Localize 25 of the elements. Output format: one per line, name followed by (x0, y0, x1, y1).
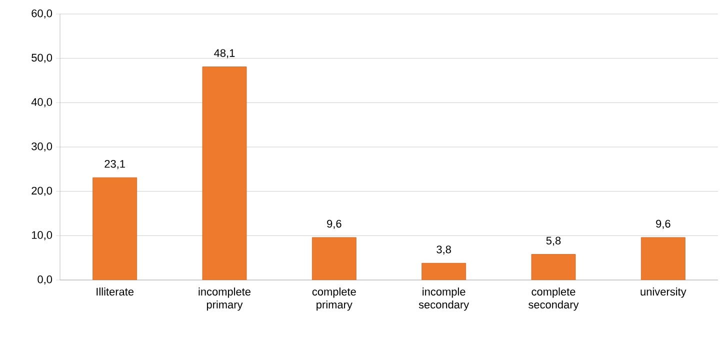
y-tick-label: 30,0 (32, 142, 52, 152)
x-tick-label: complete primary (312, 288, 356, 311)
data-label: 23,1 (104, 160, 125, 170)
bar (531, 254, 576, 280)
y-tick-label: 10,0 (32, 231, 52, 240)
data-label: 9,6 (656, 220, 670, 229)
bar (640, 237, 686, 280)
y-tick-label: 50,0 (32, 54, 52, 63)
data-label: 9,6 (327, 220, 342, 229)
bar (92, 177, 138, 280)
bar (202, 66, 247, 280)
x-tick-label: Illiterate (96, 288, 134, 296)
bar (422, 262, 466, 280)
data-label: 5,8 (546, 236, 561, 246)
y-tick-label: 20,0 (32, 186, 52, 196)
x-tick-label: complete secondary (528, 288, 579, 311)
y-tick-label: 60,0 (32, 9, 52, 19)
bar (312, 237, 356, 280)
data-label: 48,1 (214, 49, 235, 58)
x-tick-label: incomple secondary (418, 288, 470, 311)
data-label: 3,8 (436, 246, 451, 255)
y-tick-label: 0,0 (38, 275, 52, 285)
x-tick-label: incomplete primary (198, 288, 251, 311)
x-tick-label: university (640, 288, 686, 298)
y-tick-label: 40,0 (31, 98, 52, 108)
